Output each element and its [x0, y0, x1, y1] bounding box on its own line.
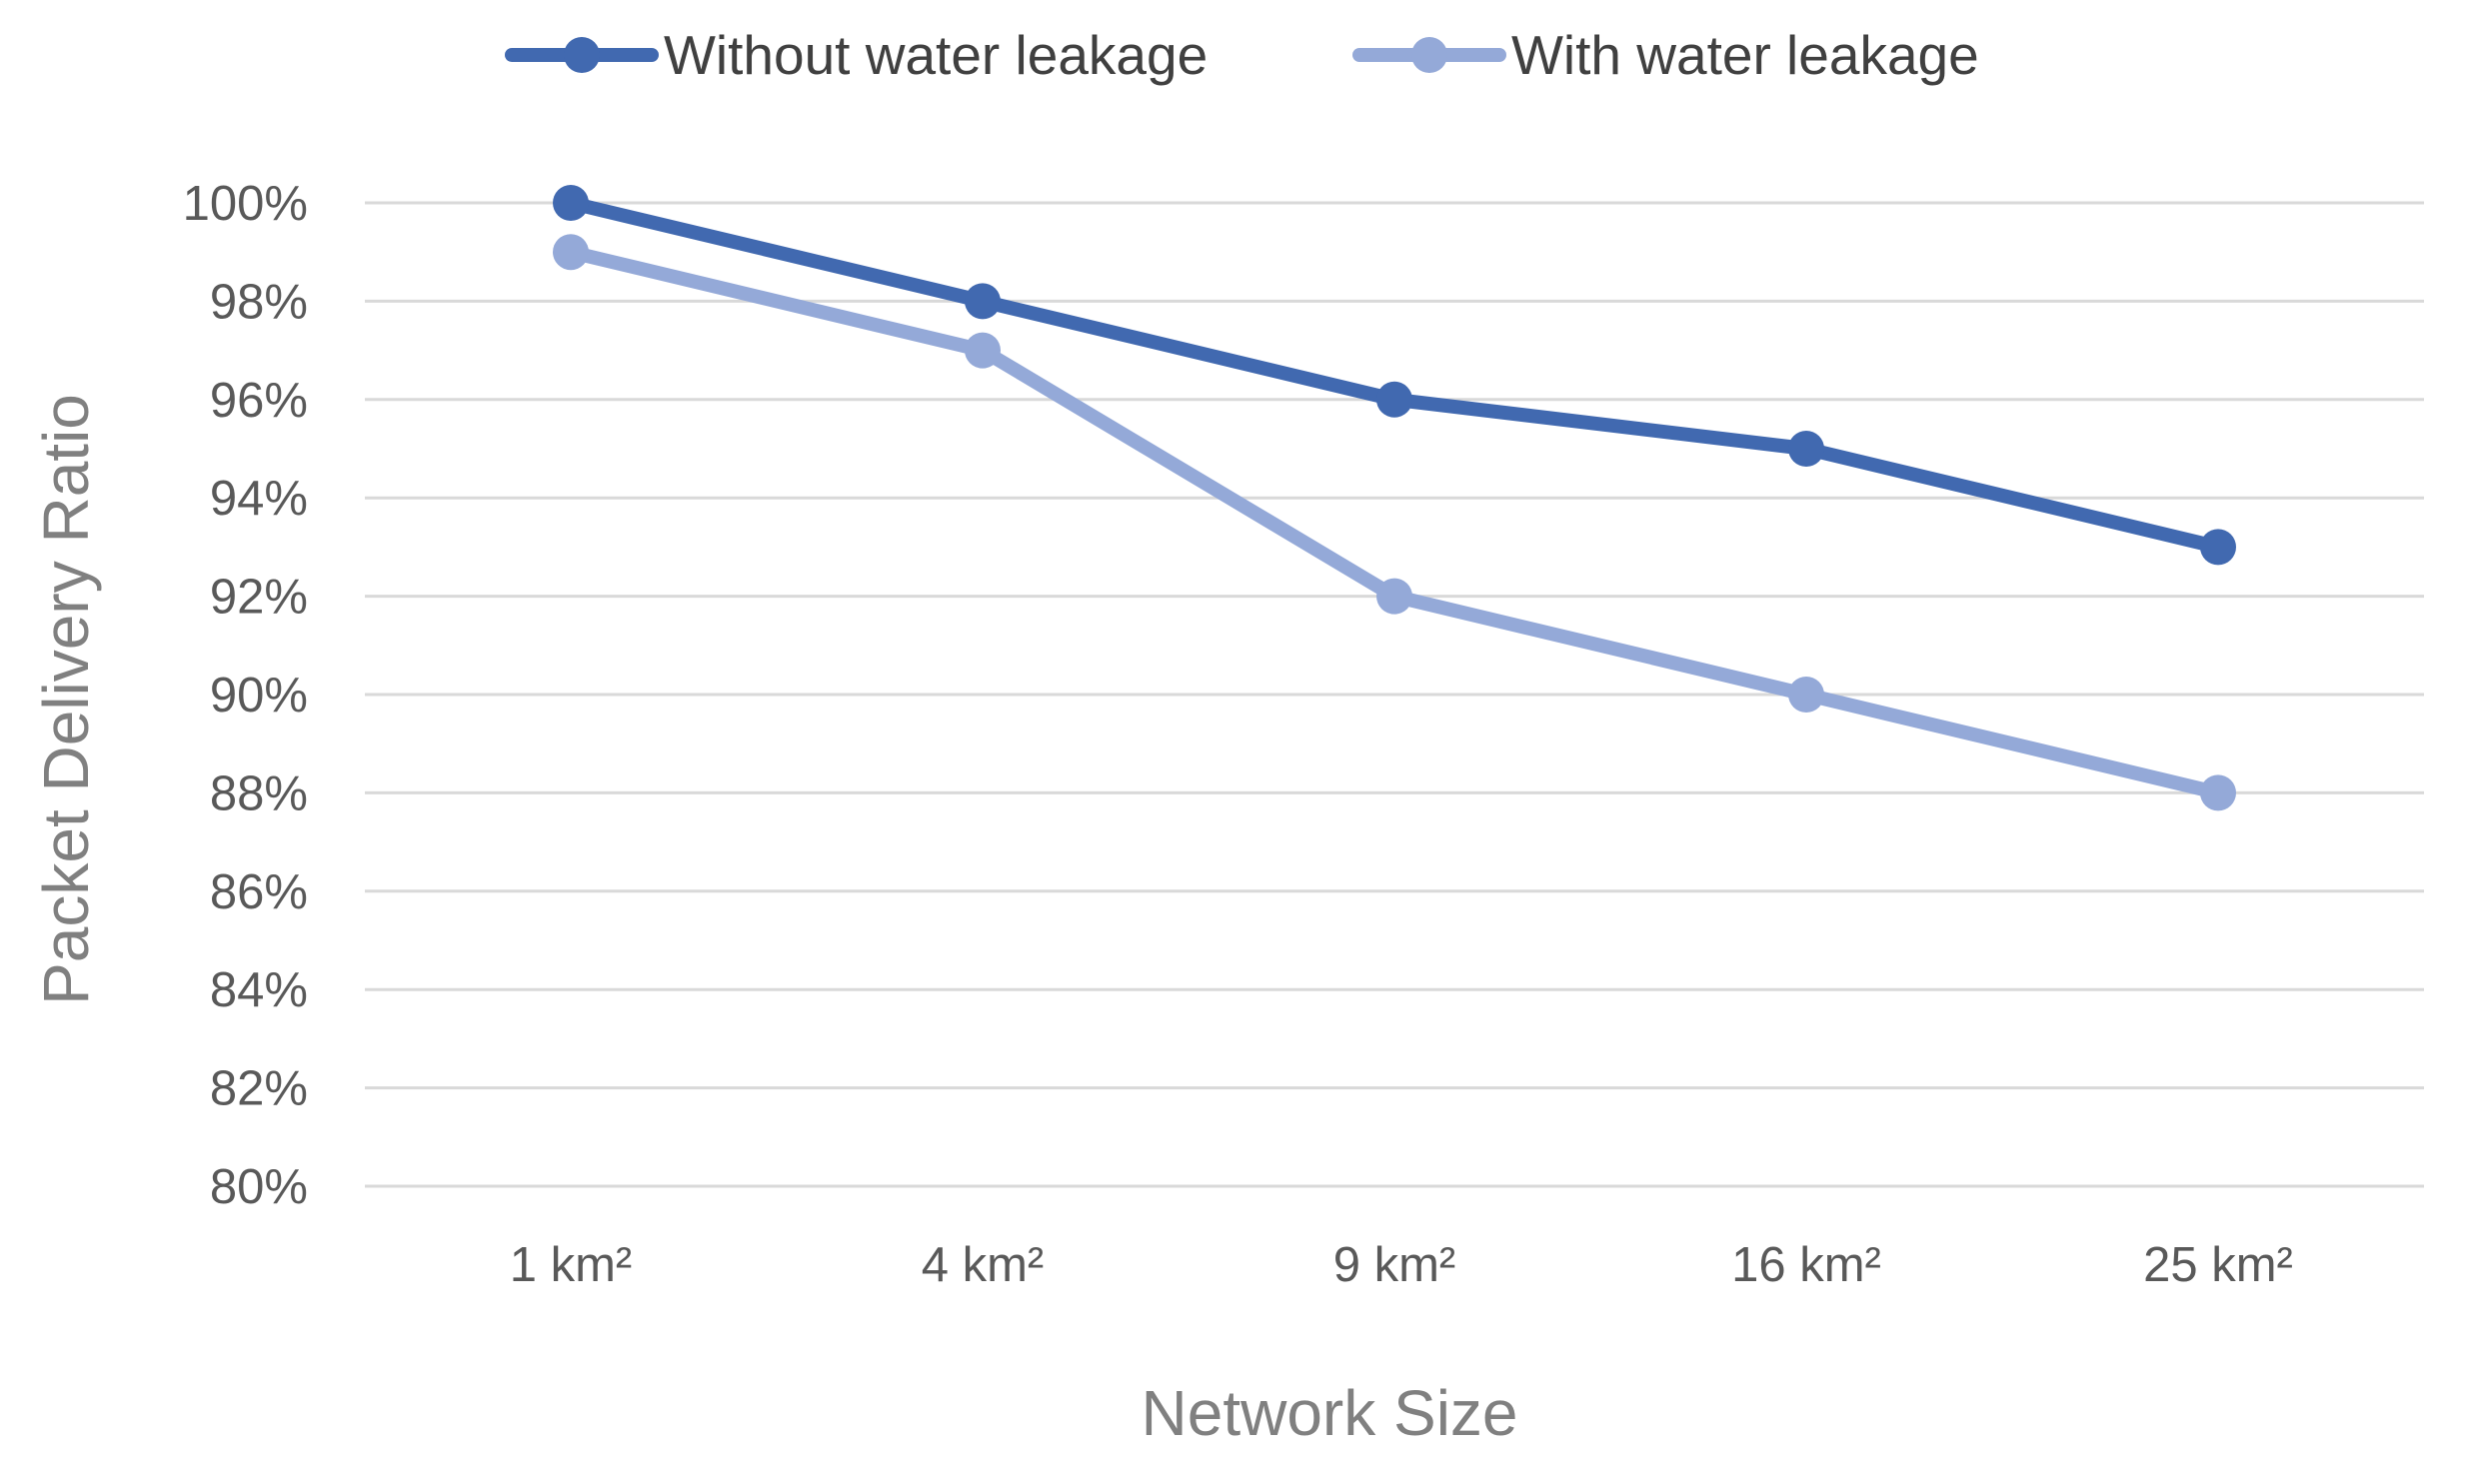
legend-marker [1411, 37, 1447, 73]
x-tick-label: 1 km² [510, 1238, 633, 1292]
y-tick-label: 100% [183, 177, 308, 231]
y-tick-label: 88% [210, 766, 308, 820]
data-point [1376, 578, 1412, 615]
legend-label: Without water leakage [664, 24, 1208, 86]
data-point [2200, 529, 2236, 566]
y-tick-label: 92% [210, 571, 308, 625]
series-group [553, 185, 2236, 811]
x-tick-label: 4 km² [922, 1238, 1045, 1292]
legend-marker [564, 37, 600, 73]
legend-item: With water leakage [1352, 24, 1979, 86]
series-line [564, 245, 2225, 800]
series-line [564, 196, 2225, 555]
y-tick-label: 90% [210, 669, 308, 723]
y-tick-label: 84% [210, 963, 308, 1017]
x-tick-label: 9 km² [1333, 1238, 1456, 1292]
legend-label: With water leakage [1511, 24, 1979, 86]
gridlines [365, 201, 2424, 1188]
y-axis-title: Packet Delivery Ratio [30, 394, 102, 1005]
data-point [965, 283, 1001, 320]
x-axis-title: Network Size [1142, 1377, 1518, 1449]
y-tick-label: 86% [210, 865, 308, 919]
data-point [1788, 431, 1824, 467]
x-tick-label: 25 km² [2143, 1238, 2293, 1292]
x-tick-label: 16 km² [1731, 1238, 1881, 1292]
y-axis-ticks: 80% 82% 84% 86% 88% 90% 92% 94% 96% 98% 100% [183, 177, 308, 1214]
legend-item: Without water leakage [505, 24, 1208, 86]
y-tick-label: 94% [210, 472, 308, 526]
series-2 [553, 234, 2236, 811]
y-tick-label: 80% [210, 1160, 308, 1214]
y-tick-label: 82% [210, 1062, 308, 1116]
series-1 [553, 185, 2236, 566]
legend: Without water leakage With water leakage [505, 24, 1979, 86]
x-axis-ticks: 1 km² 4 km² 9 km² 16 km² 25 km² [510, 1238, 2293, 1292]
data-point [1376, 381, 1412, 418]
y-tick-label: 98% [210, 275, 308, 329]
data-point [553, 234, 589, 271]
data-point [553, 185, 589, 221]
y-tick-label: 96% [210, 374, 308, 428]
data-point [2200, 774, 2236, 811]
data-point [1788, 677, 1824, 713]
data-point [965, 332, 1001, 369]
